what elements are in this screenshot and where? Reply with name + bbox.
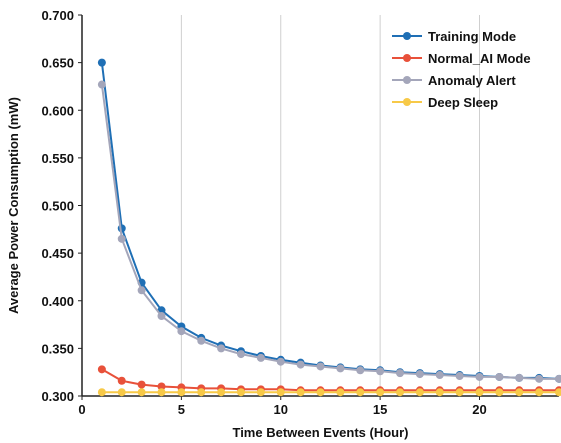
data-point: [535, 374, 544, 383]
legend-item: Deep Sleep: [392, 95, 498, 110]
series-normal-ai-mode: [97, 365, 561, 395]
x-tick-label: 20: [472, 402, 486, 417]
data-point: [177, 388, 186, 397]
data-point: [455, 388, 464, 397]
data-point: [276, 357, 285, 366]
series-deep-sleep: [97, 388, 561, 397]
series-line: [100, 84, 559, 380]
y-tick-label: 0.700: [41, 8, 74, 23]
data-point: [97, 58, 106, 67]
data-point: [435, 371, 444, 380]
data-point: [177, 327, 186, 336]
legend-item: Training Mode: [392, 29, 516, 44]
data-point: [256, 353, 265, 362]
y-axis-title: Average Power Consumption (mW): [6, 97, 21, 314]
data-point: [376, 367, 385, 376]
x-axis-ticks: 0 5 10 15 20: [78, 396, 487, 417]
data-point: [157, 311, 166, 320]
data-point: [475, 372, 484, 381]
data-point: [515, 388, 524, 397]
data-point: [117, 376, 126, 385]
y-tick-label: 0.400: [41, 294, 74, 309]
series: [97, 58, 561, 397]
series-line: [100, 62, 560, 380]
data-point: [117, 388, 126, 397]
y-tick-label: 0.350: [41, 341, 74, 356]
data-point: [97, 80, 106, 89]
series-anomaly-alert: [97, 80, 561, 383]
x-tick-label: 15: [373, 402, 387, 417]
data-point: [555, 388, 561, 397]
data-point: [97, 388, 106, 397]
data-point: [415, 388, 424, 397]
data-point: [157, 382, 166, 391]
x-tick-label: 5: [178, 402, 185, 417]
data-point: [97, 365, 106, 374]
data-point: [535, 388, 544, 397]
data-point: [555, 374, 561, 383]
data-point: [435, 388, 444, 397]
y-tick-label: 0.300: [41, 389, 74, 404]
legend-label: Anomaly Alert: [428, 73, 516, 88]
data-point: [415, 370, 424, 379]
data-point: [495, 372, 504, 381]
data-point: [197, 336, 206, 345]
data-point: [336, 388, 345, 397]
data-point: [137, 380, 146, 389]
data-point: [296, 360, 305, 369]
data-point: [197, 388, 206, 397]
legend: Training Mode Normal_AI Mode Anomaly Alert…: [392, 29, 531, 110]
data-point: [455, 371, 464, 380]
x-axis-title: Time Between Events (Hour): [232, 425, 408, 440]
data-point: [137, 388, 146, 397]
data-point: [217, 388, 226, 397]
series-line: [101, 368, 559, 392]
y-tick-label: 0.600: [41, 103, 74, 118]
legend-swatch-marker: [403, 76, 411, 84]
x-tick-label: 10: [274, 402, 288, 417]
data-point: [237, 350, 245, 359]
legend-swatch-marker: [403, 54, 411, 62]
y-tick-label: 0.550: [41, 151, 74, 166]
data-point: [356, 366, 365, 375]
data-point: [396, 369, 404, 378]
data-point: [475, 388, 484, 397]
legend-label: Deep Sleep: [428, 95, 498, 110]
legend-label: Training Mode: [428, 29, 516, 44]
y-tick-label: 0.650: [41, 56, 74, 71]
data-point: [336, 364, 345, 373]
data-point: [157, 388, 166, 397]
data-point: [316, 388, 325, 397]
y-tick-label: 0.500: [41, 199, 74, 214]
y-axis-ticks: 0.300 0.350 0.400 0.450 0.500 0.550 0.600 0.650…: [41, 8, 82, 404]
y-tick-label: 0.450: [41, 246, 74, 261]
data-point: [237, 388, 245, 397]
data-point: [396, 388, 404, 397]
data-point: [296, 388, 305, 397]
legend-label: Normal_AI Mode: [428, 51, 531, 66]
data-point: [276, 388, 285, 397]
data-point: [256, 388, 265, 397]
legend-swatch-marker: [403, 98, 411, 106]
data-point: [117, 234, 126, 243]
legend-item: Anomaly Alert: [392, 73, 516, 88]
data-point: [217, 344, 226, 353]
data-point: [376, 388, 385, 397]
x-tick-label: 0: [78, 402, 85, 417]
data-point: [316, 362, 325, 371]
data-point: [495, 388, 504, 397]
data-point: [137, 286, 146, 295]
legend-swatch-marker: [403, 32, 411, 40]
data-point: [356, 388, 365, 397]
legend-item: Normal_AI Mode: [392, 51, 531, 66]
data-point: [515, 373, 524, 382]
